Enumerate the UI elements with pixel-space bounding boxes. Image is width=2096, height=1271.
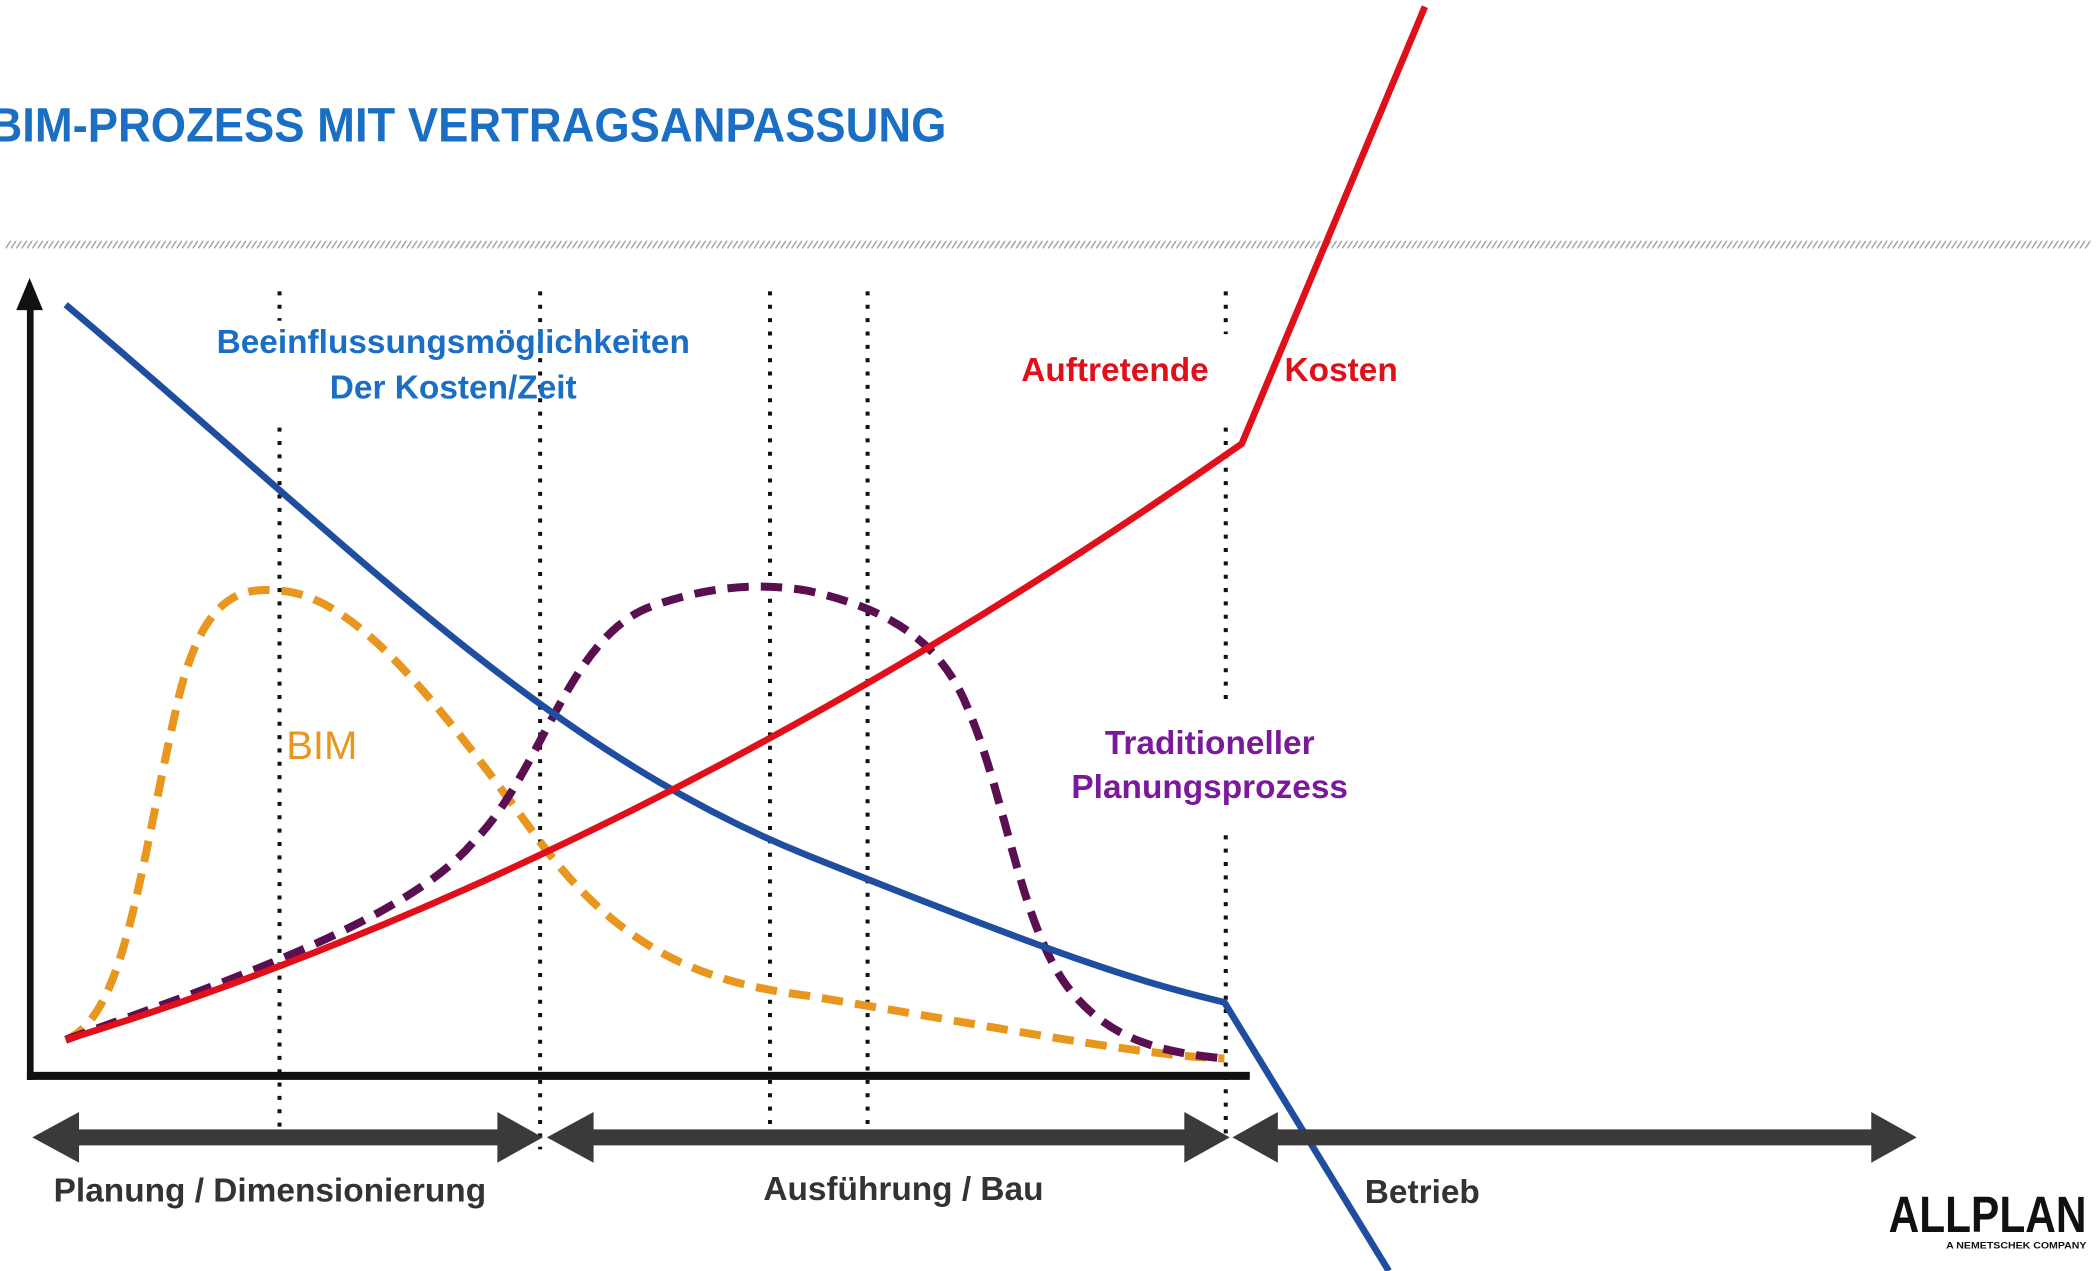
phase-label: Ausführung / Bau bbox=[763, 1171, 1043, 1208]
bim-label: BIM bbox=[286, 724, 357, 768]
traditional-label: Traditioneller bbox=[1105, 725, 1315, 762]
logo: ALLPLAN bbox=[1889, 1186, 2087, 1243]
cost-label: Kosten bbox=[1285, 352, 1398, 389]
bim-curve bbox=[64, 586, 1225, 1063]
influence-label: Beeinflussungsmöglichkeiten bbox=[217, 324, 690, 361]
cost-curve bbox=[64, 5, 1428, 1043]
phase-label: Planung / Dimensionierung bbox=[54, 1173, 486, 1210]
influence-curve bbox=[63, 302, 1392, 1271]
axes bbox=[16, 277, 1250, 1080]
separator bbox=[5, 240, 2091, 249]
phase-label: Betrieb bbox=[1365, 1174, 1480, 1211]
phase-arrows bbox=[32, 1111, 1917, 1163]
title: BIM-PROZESS MIT VERTRAGSANPASSUNG bbox=[0, 99, 946, 153]
traditional-label: Planungsprozess bbox=[1071, 769, 1348, 806]
logo-tagline: A NEMETSCHEK COMPANY bbox=[1946, 1240, 2087, 1250]
influence-label: Der Kosten/Zeit bbox=[330, 369, 577, 406]
phase-dividers bbox=[277, 291, 1228, 1150]
cost-label: Auftretende bbox=[1021, 352, 1208, 389]
traditional-curve bbox=[64, 582, 1225, 1063]
